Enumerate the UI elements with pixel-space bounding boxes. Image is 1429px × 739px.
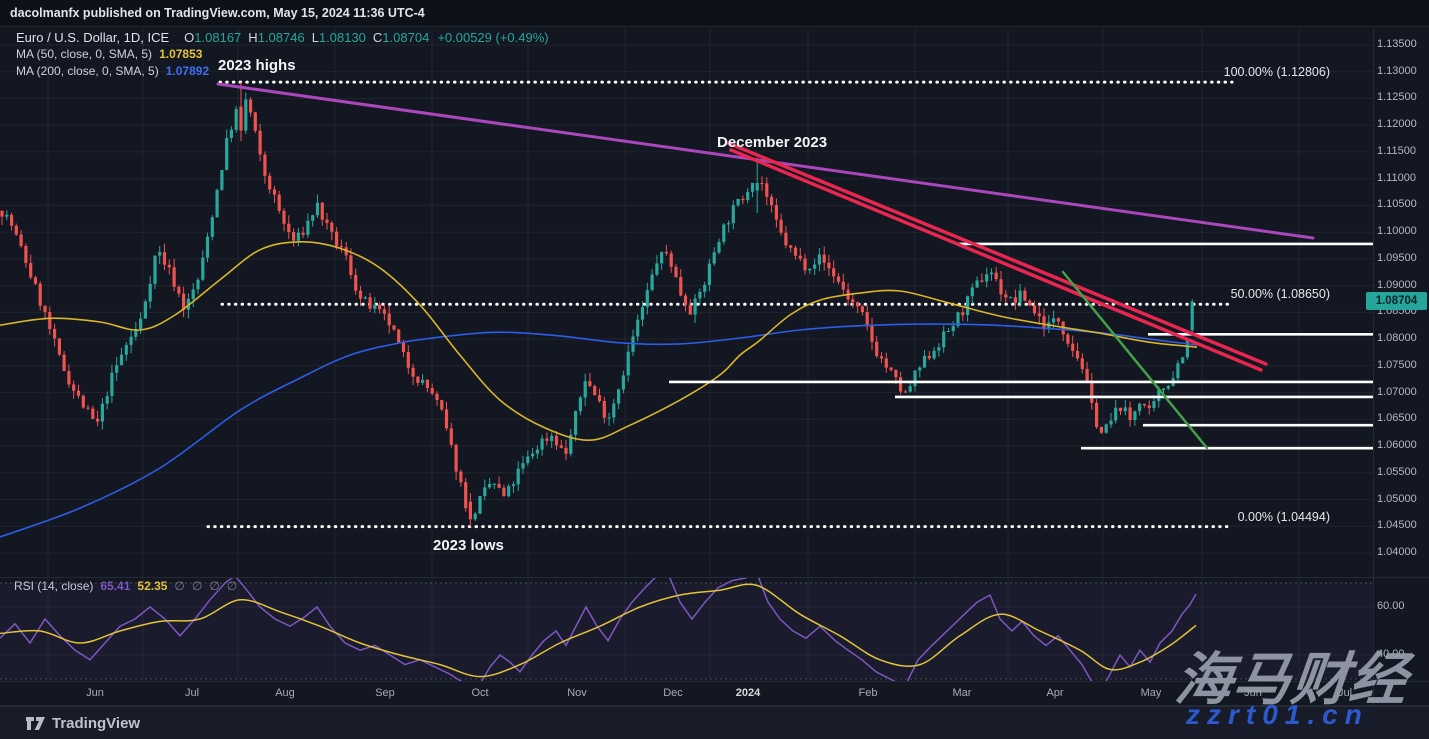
rsi-empty-value: ∅	[209, 579, 220, 593]
ma50-label: MA (50, close, 0, SMA, 5)	[16, 47, 153, 61]
rsi-empty-value: ∅	[226, 579, 238, 593]
price-tick-label: 1.12000	[1377, 118, 1417, 131]
time-tick-label: Jul	[184, 687, 200, 699]
price-tick-label: 1.09000	[1377, 278, 1417, 291]
close-value: 1.08704	[382, 30, 430, 45]
price-tick-label: 1.12500	[1377, 91, 1417, 104]
open-label: O	[184, 30, 195, 45]
rsi-tick-label: 60.00	[1377, 600, 1405, 612]
ma200-legend[interactable]: MA (200, close, 0, SMA, 5) 1.07892	[16, 64, 209, 78]
time-tick-label: Feb	[858, 687, 878, 699]
high-label: H	[248, 30, 258, 45]
time-tick-label: Dec	[663, 687, 683, 699]
open-value: 1.08167	[194, 30, 242, 45]
change-value: +0.00529 (+0.49%)	[437, 30, 549, 45]
price-tick-label: 1.13000	[1377, 64, 1417, 77]
symbol-legend[interactable]: Euro / U.S. Dollar, 1D, ICE O1.08167 H1.08…	[16, 30, 549, 45]
time-tick-label: Sep	[375, 687, 395, 699]
time-tick-label: 2024	[735, 687, 761, 699]
time-tick-label: May	[1140, 687, 1162, 699]
time-tick-label: Apr	[1046, 687, 1064, 699]
price-tick-label: 1.07500	[1377, 358, 1417, 371]
price-tick-label: 1.04000	[1377, 546, 1417, 558]
time-tick-label: Oct	[471, 687, 489, 699]
time-tick-label: Jun	[1244, 687, 1262, 699]
price-tick-label: 1.09500	[1377, 251, 1417, 264]
price-tick-label: 1.11000	[1377, 171, 1416, 184]
high-value: 1.08746	[257, 30, 305, 45]
time-tick-label: Mar	[952, 687, 972, 699]
price-tick-label: 1.10000	[1377, 225, 1417, 238]
price-tick-label: 1.11500	[1377, 144, 1416, 157]
time-tick-label: Nov	[567, 687, 587, 699]
tradingview-logo-icon	[26, 717, 45, 730]
price-tick-label: 1.08000	[1377, 332, 1417, 345]
price-tick-label: 1.05500	[1377, 465, 1417, 478]
rsi-legend[interactable]: RSI (14, close) 65.41 52.35 ∅ ∅ ∅ ∅	[14, 579, 237, 593]
low-value: 1.08130	[318, 30, 366, 45]
time-axis[interactable]: Jun Jul Aug Sep Oct Nov Dec 2024 Feb Mar Apr May Jun…	[0, 682, 1373, 706]
time-tick-label: Jun	[86, 687, 104, 699]
price-tick-label: 1.06500	[1377, 412, 1417, 425]
tradingview-logo-link[interactable]: TradingView	[26, 715, 140, 732]
rsi-empty-value: ∅	[191, 579, 203, 593]
rsi-empty-value: ∅	[174, 579, 185, 593]
price-tick-label: 1.07000	[1377, 385, 1417, 398]
time-tick-label: Aug	[275, 687, 295, 699]
price-axis[interactable]: 1.13500 1.13000 1.12500 1.12000 1.11500 1.110…	[1373, 28, 1429, 682]
price-tick-label: 1.13500	[1377, 38, 1417, 50]
ma50-legend[interactable]: MA (50, close, 0, SMA, 5) 1.07853	[16, 47, 202, 61]
price-tick-label: 1.05000	[1377, 492, 1417, 505]
rsi-ma-value: 52.35	[137, 579, 168, 593]
low-label: L	[311, 30, 319, 45]
ma200-value: 1.07892	[165, 64, 210, 78]
time-tick-label: Jul	[1337, 687, 1353, 699]
rsi-label: RSI (14, close)	[14, 579, 94, 593]
rsi-tick-label: 40.00	[1377, 648, 1405, 660]
close-label: C	[372, 30, 383, 45]
price-tick-label: 1.10500	[1377, 198, 1417, 211]
ma50-value: 1.07853	[159, 47, 203, 61]
watermark-url: zzrt01.cn	[1186, 699, 1369, 730]
price-tick-label: 1.04500	[1377, 519, 1417, 532]
footer-bar: TradingView	[0, 706, 1429, 739]
price-tick-label: 1.06000	[1377, 439, 1417, 452]
symbol-title: Euro / U.S. Dollar, 1D, ICE	[16, 30, 170, 45]
publish-info-text: dacolmanfx published on TradingView.com,…	[10, 6, 425, 20]
last-price-badge: 1.08704	[1366, 292, 1427, 311]
tradingview-logo-text: TradingView	[52, 715, 141, 732]
ma200-label: MA (200, close, 0, SMA, 5)	[16, 64, 159, 78]
publish-info-bar: dacolmanfx published on TradingView.com,…	[0, 0, 1429, 27]
rsi-value: 65.41	[100, 579, 131, 593]
